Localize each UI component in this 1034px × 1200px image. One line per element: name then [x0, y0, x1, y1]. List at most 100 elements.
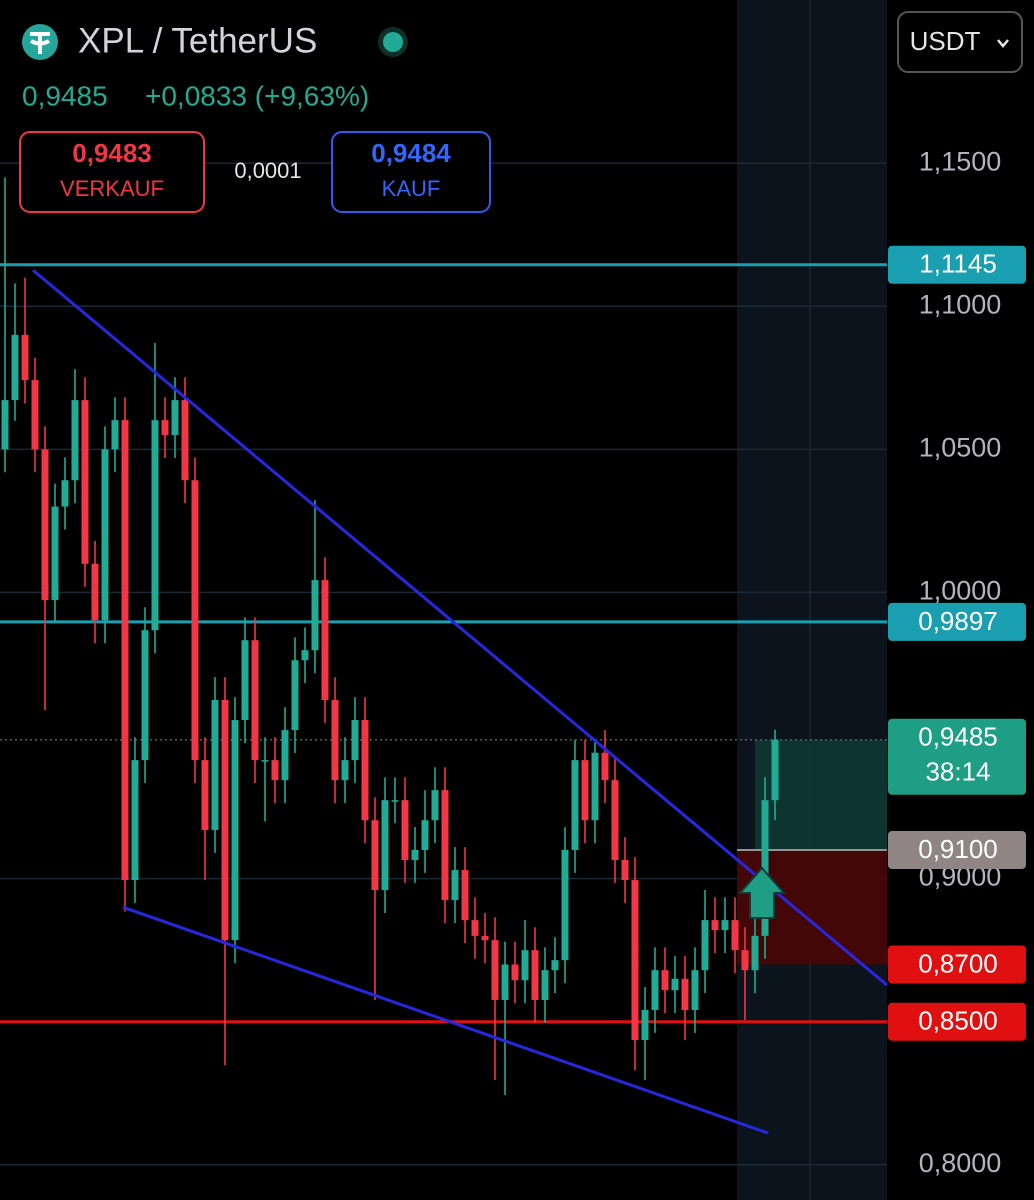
- price-badge: [888, 1002, 1026, 1041]
- candle-body: [421, 820, 429, 850]
- candle-body: [671, 978, 679, 991]
- price-badge: [888, 945, 1026, 984]
- candle-body: [571, 760, 579, 850]
- candle-body: [681, 978, 689, 1010]
- candle-body: [321, 580, 329, 701]
- price-badge-label: 0,8700: [918, 948, 998, 978]
- candle-body: [161, 420, 169, 436]
- candle-body: [601, 752, 609, 781]
- candle-body: [241, 640, 249, 721]
- candle-body: [131, 760, 139, 881]
- candle-body: [481, 935, 489, 941]
- currency-dropdown[interactable]: [897, 11, 1023, 73]
- candle-body: [291, 660, 299, 731]
- candle-body: [401, 800, 409, 861]
- candle-body: [561, 849, 569, 961]
- candle-body: [61, 480, 69, 507]
- y-tick-label: 1,1500: [919, 146, 1002, 176]
- candle-body: [51, 506, 59, 601]
- candle-body: [91, 563, 99, 621]
- sell-price: 0,9483: [72, 138, 152, 168]
- candle-body: [281, 730, 289, 781]
- candle-body: [661, 970, 669, 991]
- highlight-column: [737, 0, 887, 1200]
- trendline: [122, 905, 769, 1135]
- price-badge: [888, 602, 1026, 641]
- buy-label: KAUF: [382, 176, 441, 201]
- candle-body: [271, 760, 279, 781]
- candle-body: [111, 420, 119, 450]
- candle-body: [341, 760, 349, 781]
- buy-price: 0,9484: [371, 138, 451, 168]
- candle-body: [491, 940, 499, 1000]
- candle-body: [141, 630, 149, 761]
- candle-body: [261, 760, 269, 762]
- countdown: 38:14: [925, 757, 990, 787]
- price-badge-label: 0,8500: [918, 1006, 998, 1036]
- sell-label: VERKAUF: [60, 176, 164, 201]
- candle-body: [471, 920, 479, 936]
- candle-body: [151, 420, 159, 631]
- y-tick-label: 1,1000: [919, 289, 1002, 319]
- candle-body: [631, 880, 639, 1041]
- candle-body: [181, 400, 189, 481]
- candle-body: [11, 334, 19, 401]
- candle-body: [501, 964, 509, 1000]
- candle-body: [411, 849, 419, 861]
- candle-body: [251, 640, 259, 761]
- candle-body: [221, 700, 229, 941]
- candle-body: [641, 1009, 649, 1041]
- candle-body: [711, 920, 719, 931]
- change: +0,0833 (+9,63%): [145, 80, 369, 111]
- candle-body: [451, 870, 459, 901]
- candle-body: [721, 920, 729, 931]
- candle-body: [311, 580, 319, 651]
- price-badge-label: 0,9897: [918, 606, 998, 636]
- price-badge: [888, 830, 1026, 869]
- candle-body: [41, 449, 49, 601]
- candle-body: [381, 800, 389, 891]
- buy-button[interactable]: [331, 131, 491, 213]
- candle-body: [651, 970, 659, 1010]
- last-price: 0,9485: [22, 80, 108, 111]
- candle-body: [211, 700, 219, 830]
- y-tick-label: 1,0000: [919, 576, 1002, 606]
- candle-body: [391, 800, 399, 802]
- y-tick-label: 0,8000: [919, 1148, 1002, 1178]
- candle-body: [361, 720, 369, 821]
- candle-body: [581, 760, 589, 821]
- price-badge-label: 1,1145: [919, 249, 997, 279]
- candle-body: [741, 950, 749, 971]
- chevron: [997, 39, 1009, 48]
- candle-body: [701, 920, 709, 971]
- sell-button[interactable]: [19, 131, 205, 213]
- candle-body: [81, 400, 89, 564]
- candle-body: [21, 334, 29, 381]
- candle-body: [31, 380, 39, 450]
- candle-body: [201, 760, 209, 830]
- candle-body: [511, 964, 519, 981]
- candle-body: [301, 650, 309, 661]
- candle-body: [371, 820, 379, 891]
- candle-body: [541, 970, 549, 1000]
- arrow-icon: [737, 866, 787, 919]
- candle-body: [121, 420, 129, 881]
- candle-body: [431, 790, 439, 821]
- candle-body: [531, 950, 539, 1000]
- candle-body: [591, 752, 599, 821]
- candle-body: [521, 950, 529, 981]
- price-badge-label: 0,9100: [918, 834, 998, 864]
- candle-body: [231, 720, 239, 941]
- candle-body: [331, 700, 339, 781]
- candle-body: [751, 935, 759, 971]
- candle-body: [621, 860, 629, 881]
- candle-body: [441, 790, 449, 901]
- pair: XPL / TetherUS: [78, 21, 317, 60]
- candle-body: [351, 720, 359, 761]
- candle-body: [71, 400, 79, 481]
- candle-body: [551, 960, 559, 971]
- candle-body: [191, 480, 199, 761]
- price-badge-label: 0,9485: [918, 722, 998, 752]
